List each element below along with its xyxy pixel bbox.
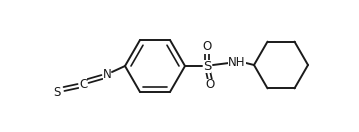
Text: C: C — [79, 77, 87, 91]
Text: O: O — [202, 41, 211, 53]
Text: S: S — [53, 86, 61, 98]
Text: NH: NH — [228, 56, 246, 70]
Text: S: S — [203, 60, 211, 72]
Text: O: O — [205, 79, 215, 91]
Text: N: N — [103, 67, 111, 81]
